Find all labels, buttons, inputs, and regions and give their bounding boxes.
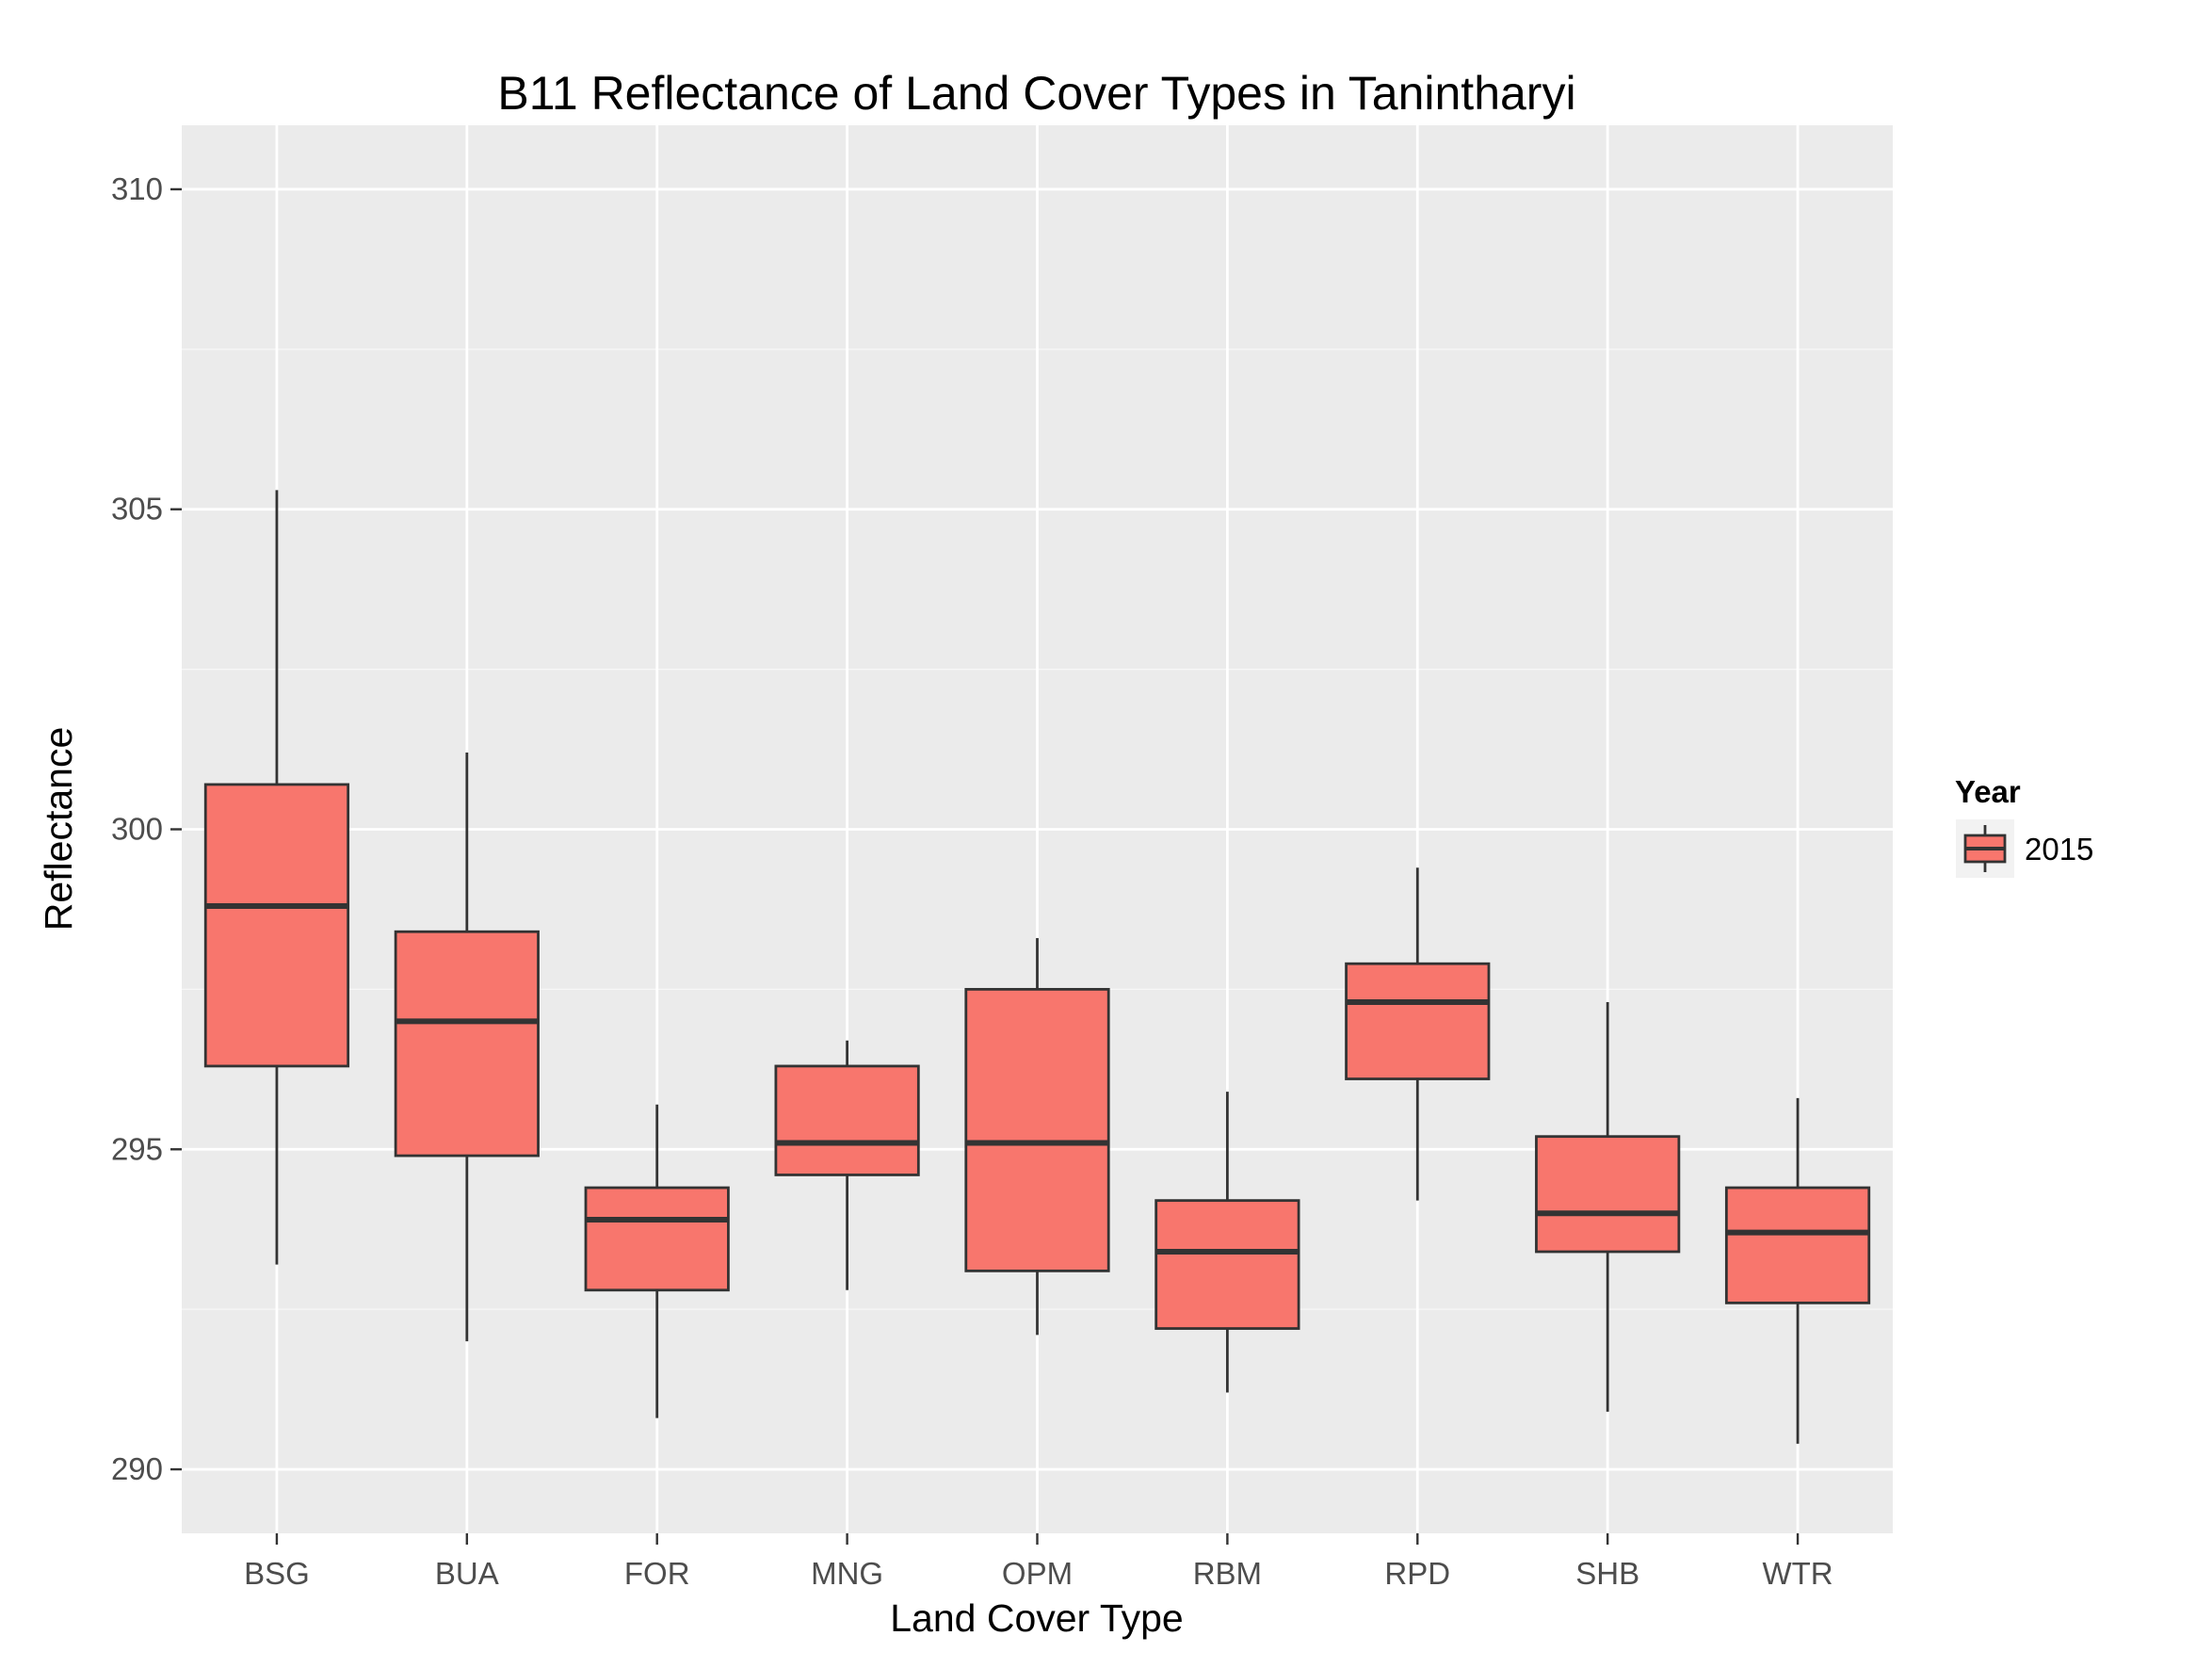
iqr-box	[774, 1064, 920, 1176]
box-opm	[964, 938, 1110, 1336]
x-axis-title: Land Cover Type	[890, 1596, 1184, 1640]
y-tick-label: 300	[111, 812, 163, 847]
y-tick-label: 295	[111, 1131, 163, 1166]
box-for	[584, 1104, 730, 1418]
box-bua	[394, 752, 540, 1342]
y-tick-label: 310	[111, 171, 163, 206]
x-tick-label: MNG	[811, 1556, 883, 1591]
iqr-box	[964, 987, 1110, 1272]
iqr-box	[203, 783, 350, 1068]
box-rpd	[1345, 867, 1491, 1201]
x-tick-label: RPD	[1384, 1556, 1450, 1591]
iqr-box	[394, 930, 540, 1158]
x-tick-label: SHB	[1575, 1556, 1639, 1591]
box-rbm	[1154, 1092, 1300, 1393]
x-tick-label: OPM	[1002, 1556, 1073, 1591]
chart-title: B11 Reflectance of Land Cover Types in T…	[497, 67, 1575, 120]
x-tick-label: WTR	[1762, 1556, 1833, 1591]
x-tick-label: RBM	[1193, 1556, 1262, 1591]
boxes	[203, 490, 1871, 1444]
x-axis: BSG BUA FOR MNG OPM RBM RPD SHB WTR	[244, 1533, 1833, 1591]
x-tick-label: FOR	[624, 1556, 690, 1591]
x-tick-label: BSG	[244, 1556, 310, 1591]
legend: Year 2015	[1955, 774, 2093, 878]
y-axis-title: Reflectance	[37, 727, 80, 931]
y-tick-label: 305	[111, 492, 163, 526]
iqr-box	[584, 1186, 730, 1292]
y-tick-label: 290	[111, 1451, 163, 1486]
iqr-box	[1154, 1199, 1300, 1330]
box-shb	[1535, 1001, 1681, 1412]
box-bsg	[203, 490, 350, 1265]
iqr-box	[1345, 962, 1491, 1080]
box-wtr	[1724, 1097, 1871, 1444]
iqr-box	[1535, 1135, 1681, 1254]
y-axis: 290 295 300 305 310	[111, 171, 182, 1486]
x-tick-label: BUA	[435, 1556, 499, 1591]
box-mng	[774, 1040, 920, 1290]
iqr-box	[1724, 1186, 1871, 1304]
legend-title: Year	[1955, 774, 2021, 809]
legend-label-2015: 2015	[2025, 832, 2093, 866]
